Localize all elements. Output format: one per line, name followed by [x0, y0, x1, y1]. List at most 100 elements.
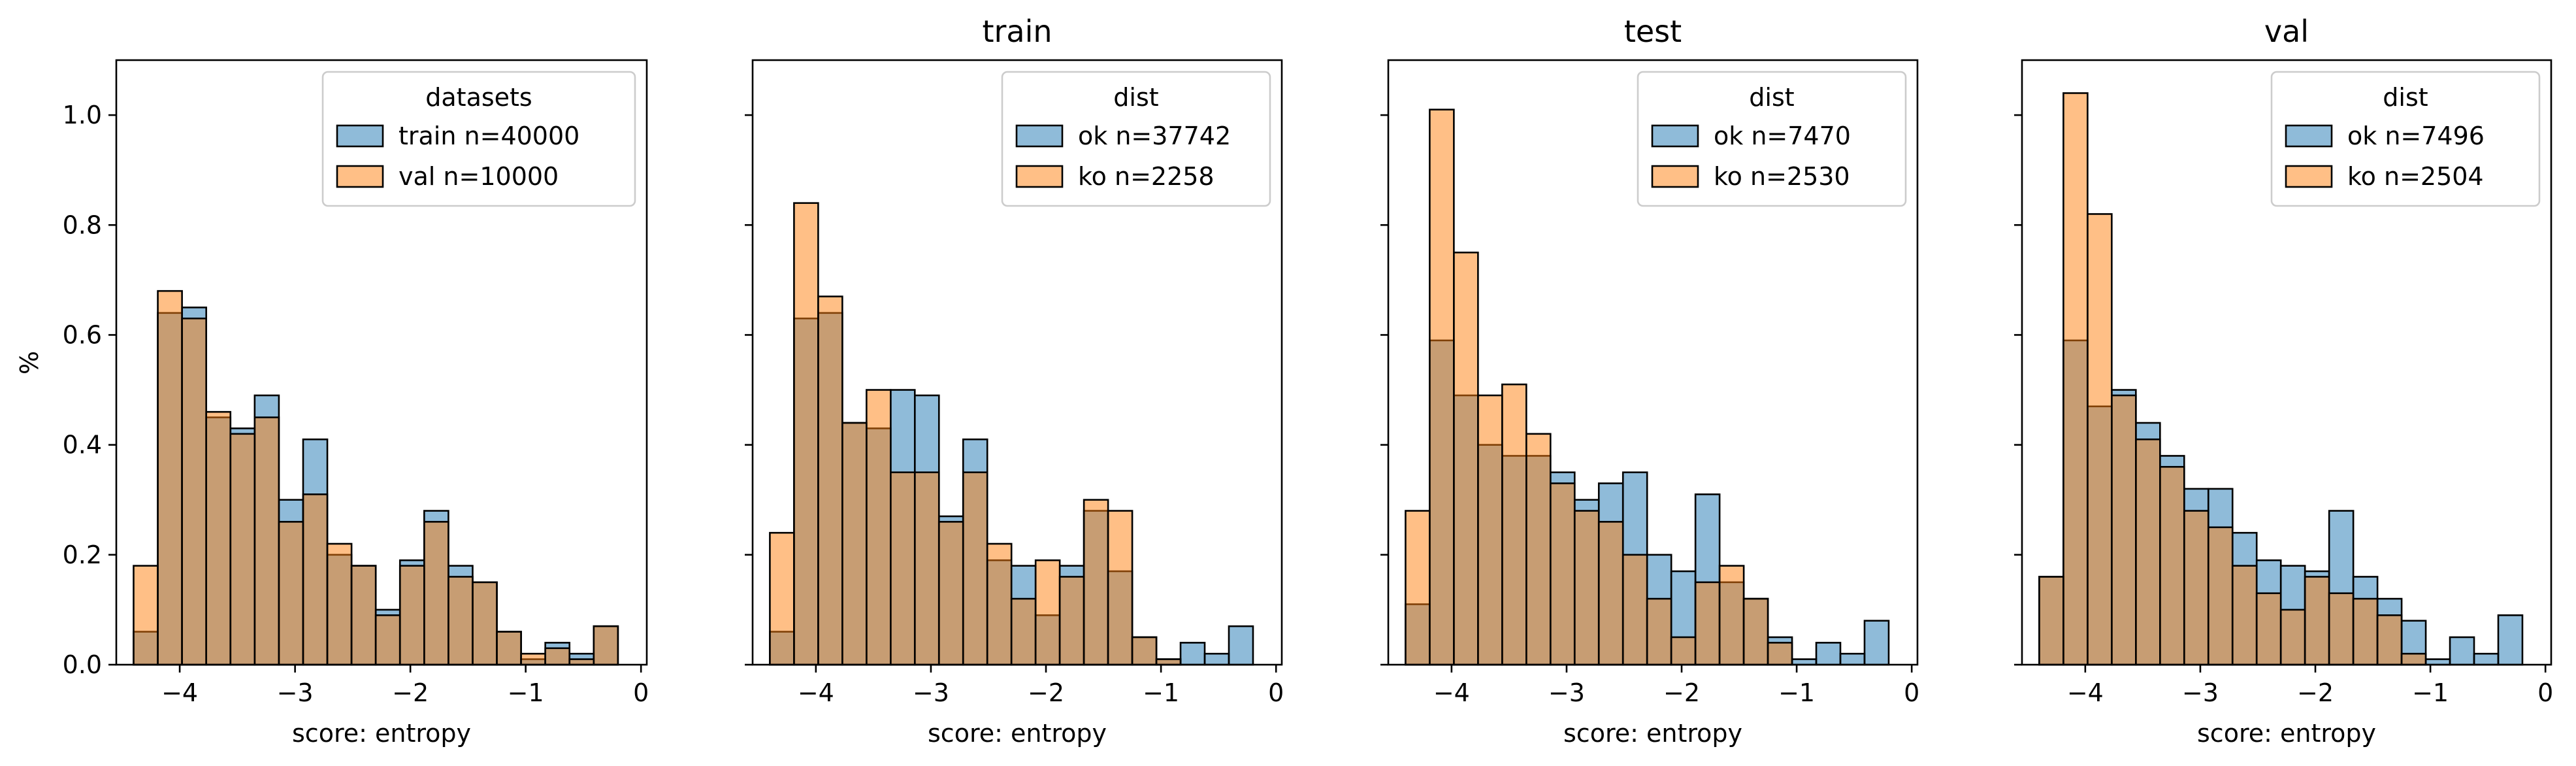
bar-series-b	[2087, 213, 2113, 666]
bar-series-b	[2159, 465, 2185, 666]
legend: dist ok n=7470 ko n=2530	[1637, 71, 1907, 207]
legend-swatch	[2285, 165, 2333, 188]
bar-series-b	[302, 493, 329, 666]
y-tick-label: 0.4	[63, 431, 102, 459]
panel-0: 0.0 0.2 0.4 0.6 0.8 1.0 −4 −3 −2 −1 0 score: entrop…	[15, 59, 649, 748]
bar-series-b	[1573, 510, 1600, 666]
bar-series-b	[1622, 554, 1648, 666]
panel-title: test	[1624, 14, 1682, 49]
bar-series-b	[1131, 636, 1158, 666]
bar-series-b	[1501, 383, 1527, 666]
legend-title: dist	[1749, 83, 1794, 112]
bar-series-b	[986, 542, 1013, 666]
bar-series-b	[448, 576, 474, 666]
legend-swatch	[336, 124, 384, 148]
axes-frame	[2021, 59, 2552, 666]
axes-frame	[1387, 59, 1919, 666]
bar-series-b	[157, 290, 183, 666]
legend-entry-label: ok n=37742	[1078, 122, 1231, 150]
y-axis-label: %	[15, 351, 44, 375]
legend-box	[321, 71, 636, 207]
x-axis-label: score: entropy	[292, 719, 471, 748]
panel-title: train	[982, 14, 1052, 49]
bar-series-b	[2279, 608, 2306, 666]
bar-series-b	[1646, 597, 1672, 666]
axes-frame	[115, 59, 648, 666]
bar-series-b	[2207, 526, 2234, 666]
bar-series-b	[2376, 614, 2403, 666]
x-tick-label: 0	[1904, 678, 1919, 707]
legend-entry-label: ko n=2530	[1714, 162, 1850, 191]
x-tick-label: −3	[913, 678, 949, 707]
bar-series-b	[1405, 510, 1431, 666]
bar-series-b	[593, 625, 619, 666]
bar-series-a	[2449, 636, 2475, 666]
x-tick-label: −1	[2412, 678, 2449, 707]
bar-series-b	[1083, 499, 1109, 666]
bar-series-b	[1718, 565, 1745, 666]
bar-series-b	[2183, 510, 2209, 666]
axes-frame	[751, 59, 1283, 666]
bar-series-b	[866, 389, 892, 666]
x-tick-label: −4	[161, 678, 198, 707]
bar-series-b	[253, 416, 280, 666]
y-tick-label: 0.6	[63, 320, 102, 349]
y-tick-label: 0.0	[63, 650, 102, 679]
bar-series-b	[496, 631, 522, 666]
y-tick-label: 0.8	[63, 210, 102, 239]
bar-series-b	[1742, 597, 1769, 666]
bar-series-b	[841, 422, 868, 666]
legend: dist ok n=37742 ko n=2258	[1001, 71, 1271, 207]
legend-swatch	[1651, 165, 1699, 188]
bar-series-b	[817, 295, 843, 666]
bar-series-b	[205, 410, 232, 666]
legend-title: dist	[1113, 83, 1158, 112]
x-axis-label: score: entropy	[1563, 719, 1742, 748]
bar-series-b	[181, 317, 207, 666]
bar-series-b	[1694, 581, 1721, 666]
legend-swatch	[336, 165, 384, 188]
x-tick-label: −1	[508, 678, 544, 707]
bar-series-a	[1203, 652, 1230, 666]
bar-series-b	[2062, 92, 2089, 666]
panel-title: val	[2264, 14, 2309, 49]
bar-series-b	[1525, 433, 1552, 666]
bar-series-b	[2231, 565, 2258, 666]
bar-series-a	[1815, 642, 1842, 666]
legend-entry-label: ok n=7470	[1714, 122, 1851, 150]
bar-series-b	[2255, 592, 2282, 666]
bar-series-b	[2135, 438, 2161, 666]
x-tick-label: −2	[1028, 678, 1064, 707]
bar-series-a	[1179, 642, 1206, 666]
legend-box	[1001, 71, 1271, 207]
legend-entry-label: val n=10000	[399, 162, 559, 191]
bar-series-b	[1477, 394, 1503, 666]
bar-series-b	[423, 521, 449, 666]
legend-entry-label: ok n=7496	[2347, 122, 2485, 150]
bar-series-a	[2497, 614, 2524, 666]
bar-series-b	[133, 565, 159, 666]
legend-swatch	[1651, 124, 1699, 148]
bar-series-b	[1549, 482, 1576, 666]
x-tick-label: −1	[1778, 678, 1815, 707]
bar-series-b	[2038, 576, 2064, 666]
legend-entry-label: ko n=2258	[1078, 162, 1215, 191]
bar-series-b	[2352, 597, 2379, 666]
bar-series-b	[350, 565, 377, 666]
bar-series-b	[913, 471, 940, 666]
legend-entry-label: ko n=2504	[2347, 162, 2484, 191]
bar-series-b	[544, 647, 571, 666]
bar-series-b	[2400, 652, 2427, 666]
bar-series-b	[1010, 597, 1037, 666]
x-tick-label: −3	[277, 678, 314, 707]
bar-series-b	[1107, 510, 1133, 666]
x-tick-label: −4	[2067, 678, 2104, 707]
bar-series-b	[793, 202, 819, 666]
legend-swatch	[1015, 124, 1064, 148]
x-tick-label: 0	[2537, 678, 2553, 707]
y-tick-label: 0.2	[63, 541, 102, 569]
panel-2: −4 −3 −2 −1 0 score: entropy test dist ok n=7470…	[1380, 14, 1919, 748]
x-tick-label: −2	[1663, 678, 1700, 707]
x-tick-label: −3	[2182, 678, 2219, 707]
